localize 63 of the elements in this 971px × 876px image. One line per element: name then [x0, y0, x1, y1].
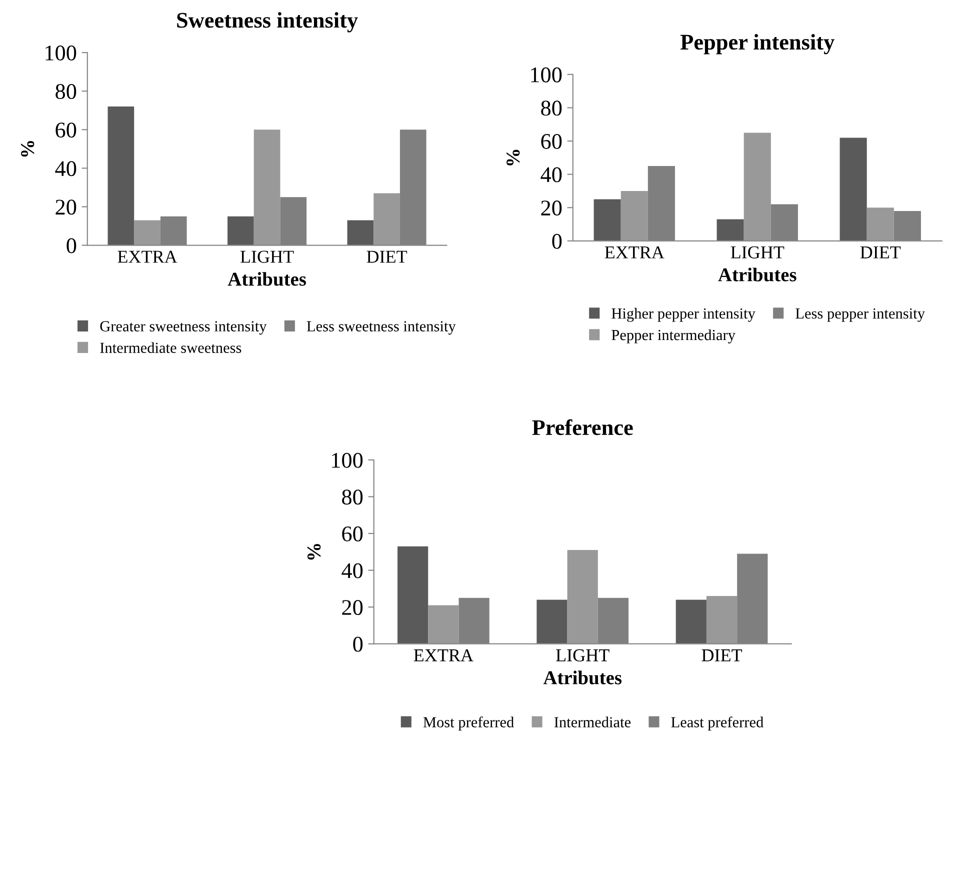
bar [567, 550, 598, 644]
y-tick-label: 0 [66, 238, 76, 254]
bar [228, 216, 254, 246]
legend-label: Greater sweetness intensity [100, 321, 267, 335]
y-tick-label: 100 [46, 45, 76, 60]
bar [108, 106, 134, 246]
bar [676, 600, 706, 644]
x-axis-title: Atributes [228, 272, 306, 286]
legend-label: Higher pepper intensity [612, 308, 756, 322]
y-tick-label: 0 [552, 234, 562, 249]
x-tick-label: DIET [366, 250, 408, 263]
y-tick-label: 80 [56, 84, 76, 100]
bar [536, 600, 568, 644]
y-tick-label: 80 [342, 490, 363, 505]
y-tick-label: 100 [531, 67, 562, 82]
y-axis-title: % [506, 150, 520, 166]
bar [428, 605, 459, 644]
y-tick-label: 60 [541, 134, 562, 149]
x-axis-title: Atributes [543, 670, 622, 684]
bar [254, 130, 280, 246]
chart-title: Preference [532, 419, 633, 436]
bar [716, 219, 744, 241]
x-tick-label: LIGHT [730, 246, 784, 258]
x-tick-label: EXTRA [414, 649, 474, 662]
y-axis-title: % [307, 544, 321, 560]
bar [347, 220, 374, 246]
y-tick-label: 20 [541, 200, 562, 216]
x-tick-label: EXTRA [118, 250, 178, 263]
bar [866, 208, 894, 241]
legend-label: Intermediate [554, 716, 631, 728]
x-tick-label: LIGHT [240, 250, 294, 263]
chart-title: Pepper intensity [680, 34, 834, 54]
y-tick-label: 20 [56, 200, 76, 215]
bar [374, 193, 400, 246]
bar [706, 596, 738, 644]
y-tick-label: 20 [342, 600, 363, 615]
legend-label: Most preferred [423, 716, 514, 730]
x-tick-label: DIET [860, 246, 901, 258]
legend-label: Less sweetness intensity [306, 321, 456, 335]
x-tick-label: EXTRA [604, 246, 664, 258]
y-tick-label: 80 [541, 100, 562, 116]
bar [397, 546, 428, 644]
y-axis-title: % [21, 141, 34, 157]
legend-label: Intermediate sweetness [100, 342, 242, 353]
y-tick-label: 60 [56, 122, 76, 138]
legend-label: Pepper intermediary [612, 329, 736, 344]
bar [840, 138, 867, 241]
x-axis-title: Atributes [718, 268, 796, 282]
bar [620, 190, 648, 241]
y-tick-label: 60 [342, 526, 363, 542]
bar [594, 199, 621, 241]
legend-label: Least preferred [671, 716, 764, 730]
legend-label: Less pepper intensity [796, 308, 925, 322]
y-tick-label: 100 [332, 452, 363, 468]
y-tick-label: 40 [55, 161, 76, 176]
x-tick-label: DIET [702, 649, 742, 662]
x-tick-label: LIGHT [556, 649, 610, 662]
chart-title: Sweetness intensity [177, 12, 358, 32]
bar [134, 220, 160, 246]
y-tick-label: 0 [353, 636, 363, 652]
bar [744, 132, 771, 241]
y-tick-label: 40 [540, 167, 562, 182]
y-tick-label: 40 [342, 563, 363, 578]
